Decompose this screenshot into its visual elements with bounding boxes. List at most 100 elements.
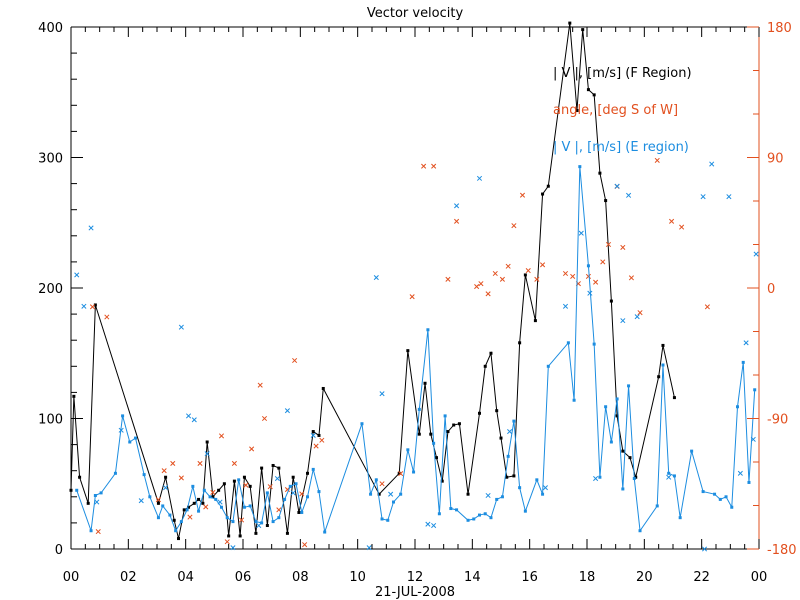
data-point xyxy=(386,518,390,522)
data-point-cross xyxy=(750,436,756,442)
x-tick-label: 16 xyxy=(521,570,538,585)
y2-tick-label: 180 xyxy=(767,21,792,36)
data-point-cross xyxy=(499,276,505,282)
cross-stroke-b xyxy=(511,223,517,229)
cross-stroke-b xyxy=(562,270,569,277)
data-point-cross xyxy=(88,225,94,231)
data-point xyxy=(214,497,218,501)
x-tick-label: 20 xyxy=(636,570,653,585)
cross-stroke-b xyxy=(562,303,569,309)
data-point-cross xyxy=(478,281,484,287)
cross-stroke-b xyxy=(542,485,548,491)
cross-stroke-b xyxy=(138,498,144,504)
data-point xyxy=(546,184,550,188)
cross-stroke-b xyxy=(753,251,759,257)
data-point xyxy=(586,264,590,268)
cross-stroke-b xyxy=(95,529,101,535)
cross-stroke-b xyxy=(637,310,643,316)
x-tick-label: 18 xyxy=(579,570,596,585)
data-point xyxy=(128,440,132,444)
cross-stroke-b xyxy=(161,468,167,474)
cross-stroke-b xyxy=(519,192,526,198)
cross-stroke-b xyxy=(284,408,290,414)
data-point xyxy=(392,500,395,504)
data-point xyxy=(455,508,459,512)
cross-stroke-b xyxy=(230,545,236,551)
legend-entry: angle, [deg S of W] xyxy=(553,103,678,118)
data-point-cross xyxy=(74,272,80,278)
x-tick-label: 06 xyxy=(235,570,252,585)
data-point-cross xyxy=(485,291,491,297)
cross-stroke-b xyxy=(476,175,483,181)
data-point-cross xyxy=(700,194,706,200)
data-point xyxy=(724,495,728,499)
data-point-cross xyxy=(666,474,672,480)
cross-stroke-b xyxy=(366,545,372,551)
data-point xyxy=(604,199,608,203)
data-point xyxy=(187,505,191,509)
cross-stroke-b xyxy=(726,194,732,200)
data-point-cross xyxy=(292,357,298,364)
cross-stroke-b xyxy=(224,539,230,545)
data-point-cross xyxy=(454,203,460,209)
cross-stroke-b xyxy=(499,276,505,282)
data-point-cross xyxy=(319,437,325,443)
data-point xyxy=(237,478,241,482)
cross-stroke-b xyxy=(104,314,110,320)
data-point xyxy=(86,501,90,505)
data-point xyxy=(615,397,619,401)
data-point xyxy=(242,475,246,479)
data-point-cross xyxy=(593,475,599,482)
y2-tick-label: 0 xyxy=(767,282,775,297)
cross-stroke-b xyxy=(81,303,87,309)
data-point xyxy=(495,497,499,501)
cross-stroke-b xyxy=(319,437,325,443)
data-point xyxy=(283,497,287,501)
data-point-cross xyxy=(243,482,249,488)
cross-stroke-b xyxy=(666,474,672,480)
data-point xyxy=(457,422,461,426)
x-axis-date-label: 21-JUL-2008 xyxy=(375,585,455,600)
y2-tick-label: 90 xyxy=(767,152,784,167)
data-point xyxy=(466,492,470,496)
data-point-cross xyxy=(155,497,161,503)
data-point xyxy=(437,512,441,516)
data-point-cross xyxy=(118,427,124,433)
cross-stroke-b xyxy=(388,491,394,497)
legend: | V |, [m/s] (F Region) angle, [deg S of … xyxy=(553,66,692,155)
data-point xyxy=(443,414,447,418)
data-point xyxy=(741,360,745,364)
x-tick-label: 00 xyxy=(63,570,80,585)
data-point xyxy=(201,501,205,505)
data-point xyxy=(478,411,481,415)
data-point xyxy=(265,491,269,495)
data-point-cross xyxy=(605,241,612,248)
data-point-cross xyxy=(163,485,169,491)
data-point xyxy=(78,475,82,479)
data-point xyxy=(701,490,705,494)
series-1 xyxy=(89,157,710,548)
data-point-cross xyxy=(620,318,626,324)
data-point xyxy=(238,534,242,538)
data-point xyxy=(75,488,79,492)
data-point xyxy=(248,484,252,488)
data-point-cross xyxy=(95,529,101,535)
cross-stroke-b xyxy=(217,499,223,505)
data-point xyxy=(499,436,503,440)
data-point xyxy=(446,430,450,434)
data-point xyxy=(168,513,172,517)
chart-title: Vector velocity xyxy=(367,6,464,21)
data-point xyxy=(736,405,739,409)
data-point-cross xyxy=(257,382,263,388)
data-point-cross xyxy=(585,273,591,279)
data-point xyxy=(211,495,215,499)
cross-stroke-b xyxy=(379,391,385,397)
data-point xyxy=(440,479,444,483)
data-point xyxy=(197,497,201,501)
data-point-cross xyxy=(562,270,569,277)
data-point xyxy=(581,28,585,32)
cross-stroke-b xyxy=(191,417,197,423)
cross-stroke-b xyxy=(431,522,437,529)
y-tick-label: 300 xyxy=(38,152,63,167)
